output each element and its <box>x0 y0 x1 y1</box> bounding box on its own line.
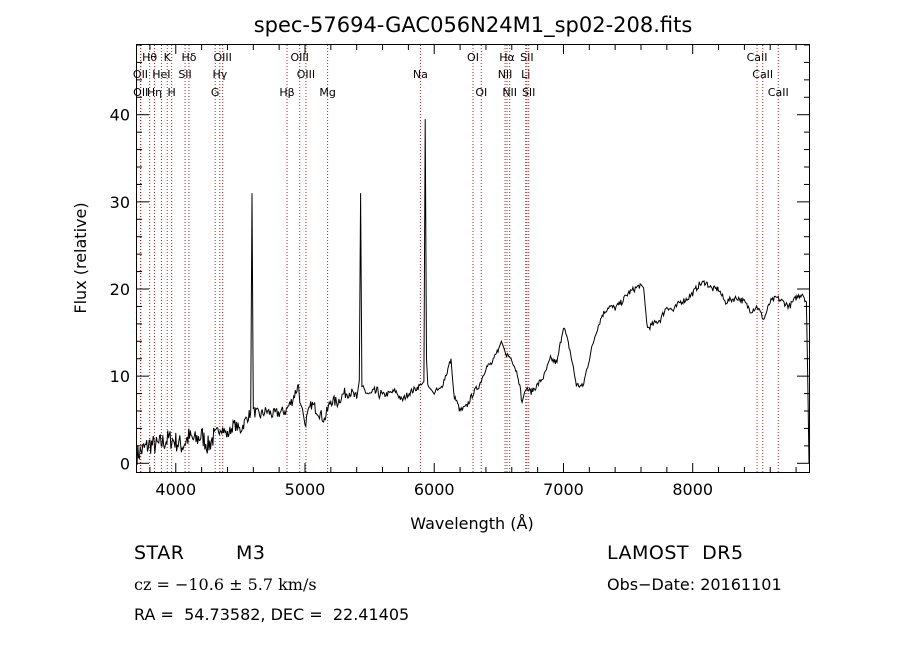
line-marker-label: Li <box>521 68 530 81</box>
axes: 4000 5000 6000 7000 8000 0 10 20 30 40 <box>110 44 809 499</box>
line-marker-label: OIII <box>213 51 231 64</box>
radial-velocity: cz = −10.6 ± 5.7 km/s <box>134 575 317 594</box>
line-marker-label: Hθ <box>142 51 157 64</box>
line-marker-label: OI <box>475 86 487 99</box>
line-marker-label: K <box>164 51 172 64</box>
spectrum-line <box>136 119 810 466</box>
line-marker-label: Hα <box>499 51 515 64</box>
line-marker-label: CaII <box>752 68 773 81</box>
y-tick-label: 0 <box>120 454 130 473</box>
line-marker-label: Mg <box>319 86 335 99</box>
line-marker-label: OIII <box>291 51 309 64</box>
y-tick-label: 40 <box>110 106 130 125</box>
line-marker-label: SII <box>520 51 533 64</box>
line-marker-label: Na <box>413 68 428 81</box>
line-marker-label: SII <box>522 86 535 99</box>
line-marker-label: OIII <box>297 68 315 81</box>
x-tick-label: 7000 <box>543 480 584 499</box>
line-marker-label: OI <box>467 51 479 64</box>
plot-frame <box>136 44 810 473</box>
line-marker-label: CaII <box>747 51 768 64</box>
line-marker-label: Hβ <box>279 86 294 99</box>
chart-title: spec-57694-GAC056N24M1_sp02-208.fits <box>254 13 693 38</box>
x-tick-label: 6000 <box>414 480 455 499</box>
y-tick-label: 30 <box>110 193 130 212</box>
x-tick-label: 5000 <box>285 480 326 499</box>
survey-release: LAMOST DR5 <box>607 542 744 564</box>
observation-date: Obs−Date: 20161101 <box>607 575 782 594</box>
line-marker-label: Hη <box>147 86 162 99</box>
x-axis-label: Wavelength (Å) <box>410 514 533 533</box>
line-marker-label: H <box>167 86 175 99</box>
line-marker-label: NII <box>498 68 513 81</box>
y-tick-label: 20 <box>110 280 130 299</box>
y-tick-label: 10 <box>110 367 130 386</box>
line-marker-label: Hδ <box>181 51 196 64</box>
object-class: STAR <box>134 542 185 564</box>
line-marker-label: NII <box>502 86 517 99</box>
x-tick-label: 8000 <box>672 480 713 499</box>
line-marker-label: G <box>211 86 220 99</box>
x-tick-label: 4000 <box>155 480 196 499</box>
line-marker-label: OII <box>133 68 148 81</box>
object-subclass: M3 <box>236 542 266 564</box>
y-axis-label: Flux (relative) <box>71 202 90 313</box>
line-marker-label: CaII <box>768 86 789 99</box>
line-marker-label: Hγ <box>212 68 227 81</box>
coordinates: RA = 54.73582, DEC = 22.41405 <box>134 605 410 624</box>
line-marker-label: HeI <box>152 68 170 81</box>
line-marker-label: SII <box>178 68 191 81</box>
line-marker-label: OII <box>133 86 148 99</box>
